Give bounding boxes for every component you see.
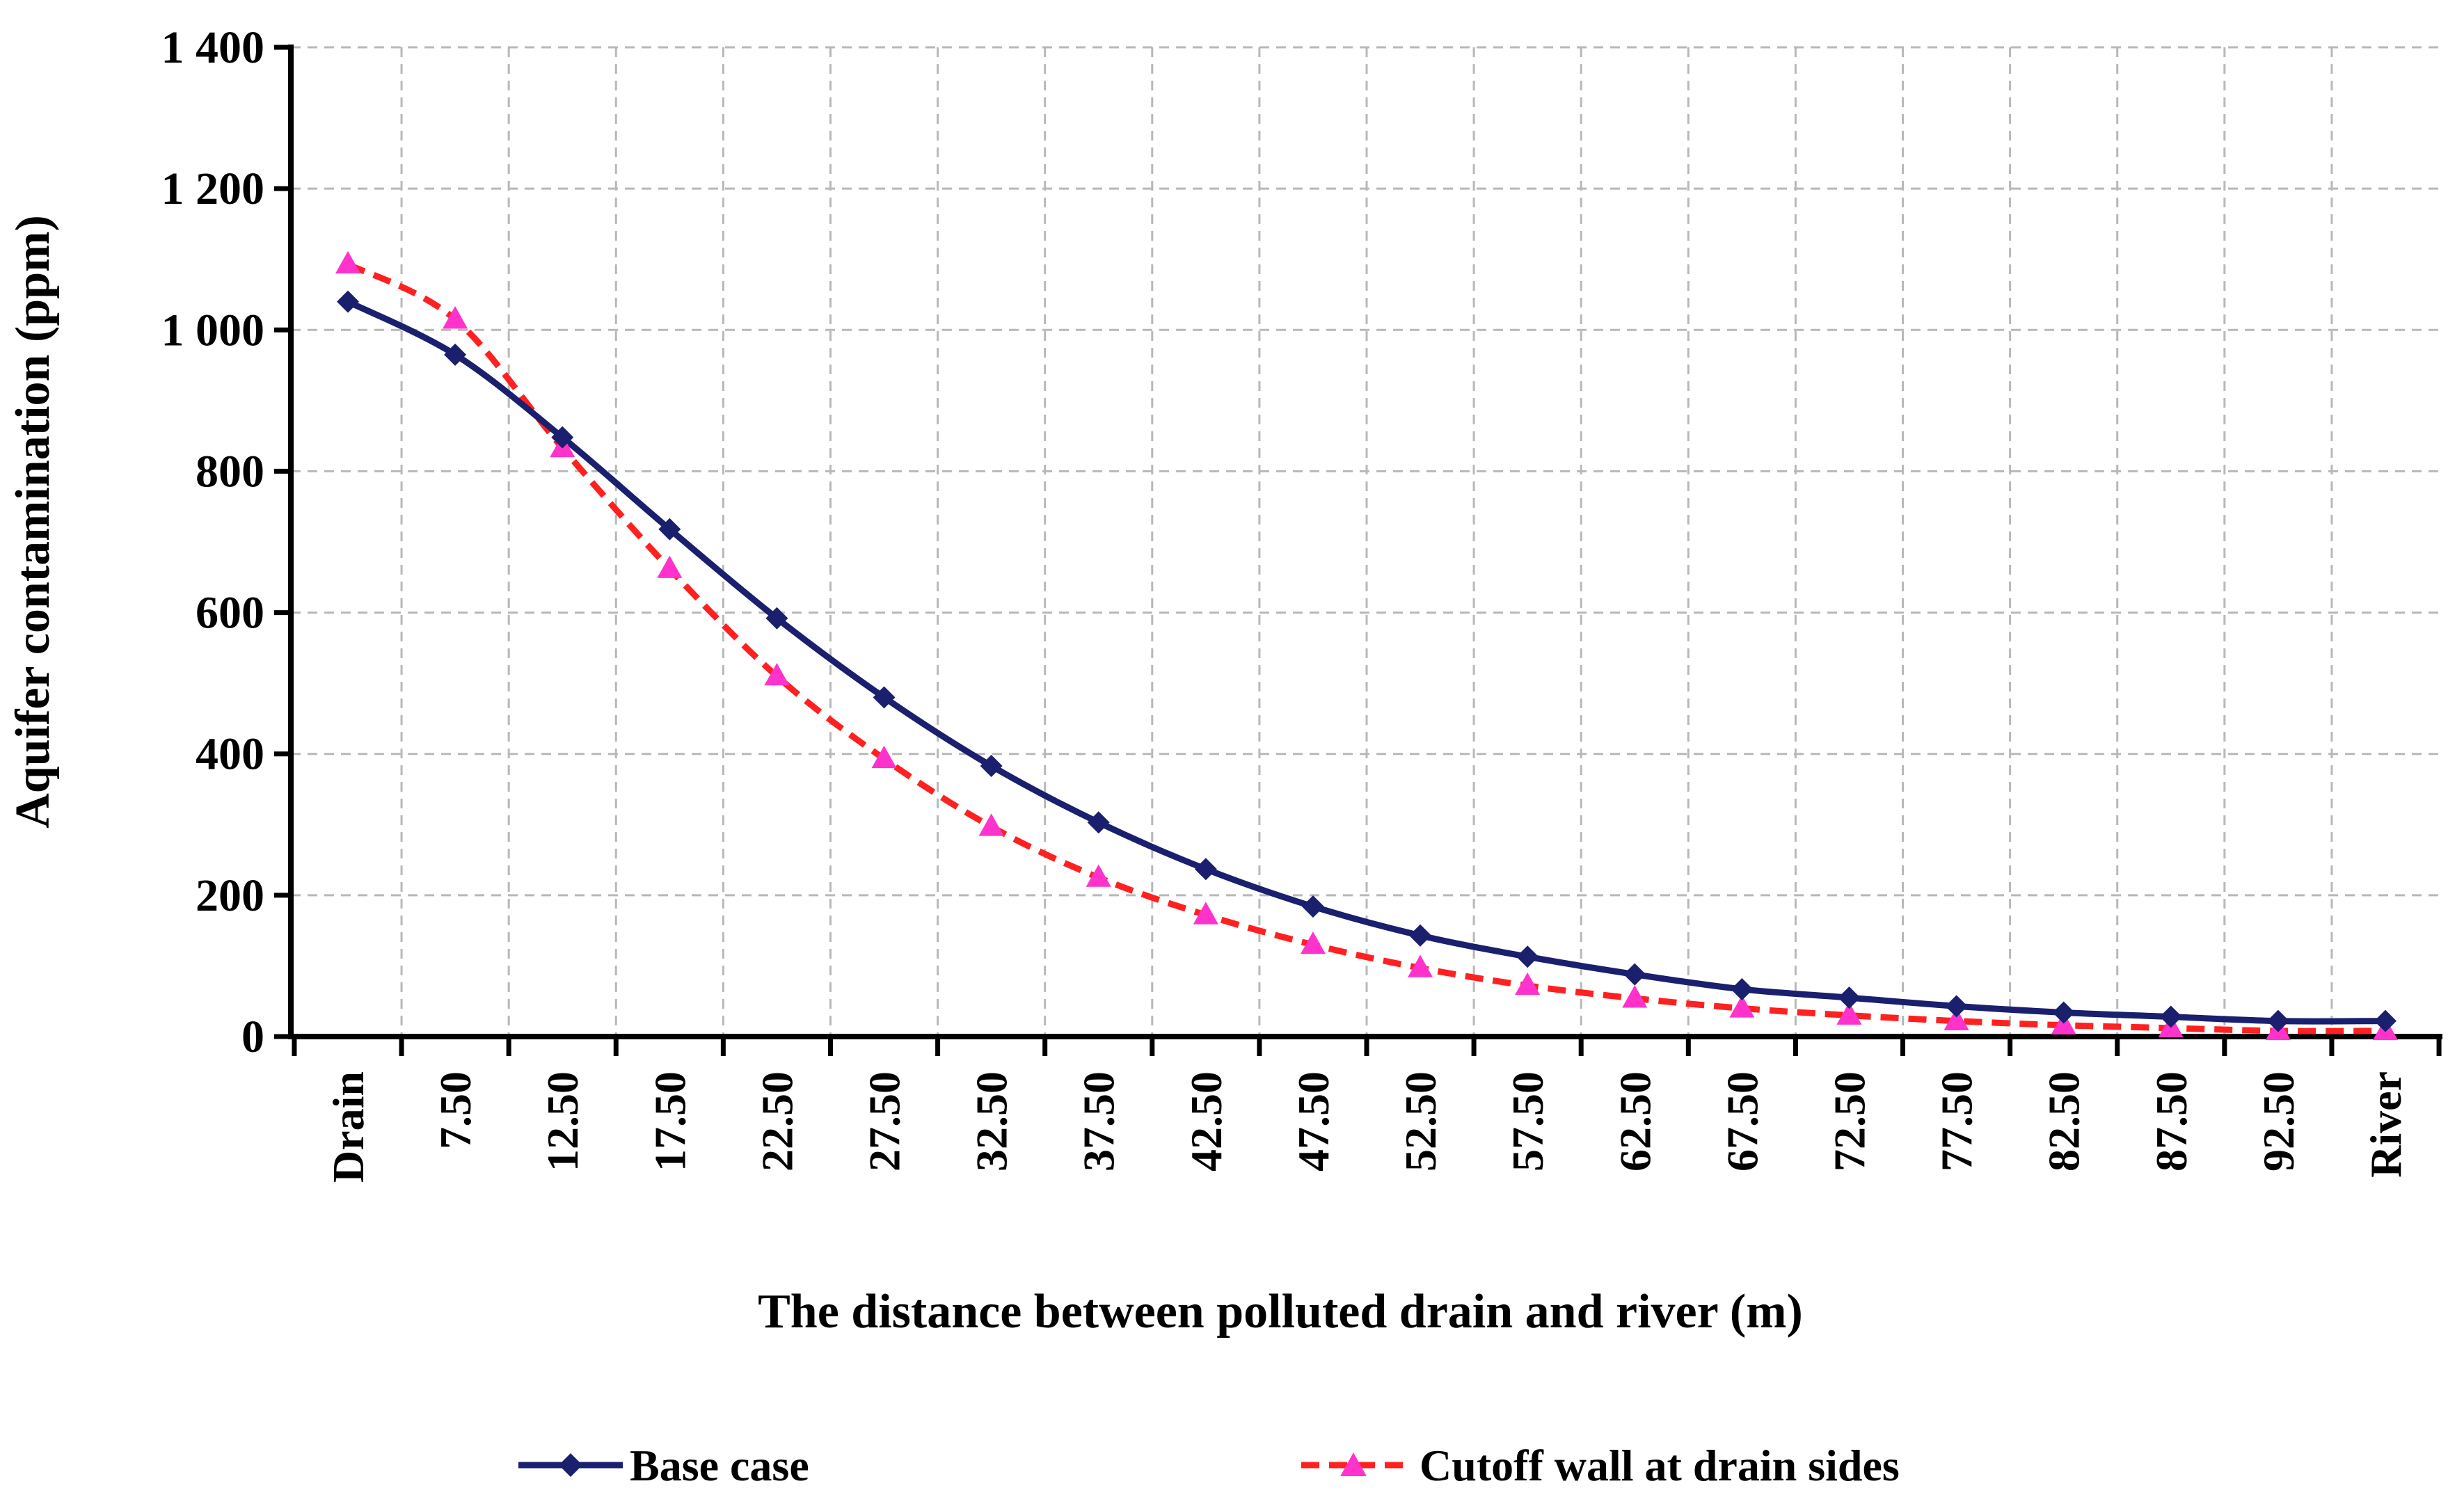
legend-marker-base-case — [559, 1453, 582, 1477]
data-point-cutoff-wall — [1193, 902, 1218, 925]
data-point-base-case — [1087, 811, 1110, 834]
data-point-cutoff-wall — [335, 250, 361, 274]
data-point-base-case — [1409, 924, 1432, 947]
legend-label-base-case: Base case — [630, 1441, 809, 1490]
y-tick-label: 600 — [196, 588, 264, 639]
x-tick-label: 57.50 — [1503, 1071, 1552, 1172]
legend-marker-cutoff-wall — [1340, 1453, 1367, 1476]
data-point-base-case — [765, 607, 788, 630]
data-point-cutoff-wall — [1300, 931, 1326, 954]
data-point-base-case — [658, 518, 681, 541]
grid — [291, 46, 2442, 1037]
data-point-base-case — [1623, 963, 1646, 986]
data-point-cutoff-wall — [764, 662, 790, 686]
data-point-base-case — [1945, 995, 1968, 1018]
data-point-cutoff-wall — [1086, 864, 1111, 887]
legend: Base case Cutoff wall at drain sides — [518, 1441, 1900, 1490]
data-point-base-case — [2052, 1001, 2075, 1024]
x-tick-label: 37.50 — [1074, 1071, 1124, 1172]
data-point-base-case — [1301, 895, 1324, 918]
data-point-cutoff-wall — [443, 306, 468, 329]
series-layer — [335, 250, 2399, 1041]
data-point-cutoff-wall — [871, 745, 897, 769]
y-tick-label: 1 000 — [161, 305, 265, 355]
series-line-base-case — [347, 298, 2386, 1025]
data-point-base-case — [1731, 977, 1754, 1000]
x-tick-label: 77.50 — [1932, 1071, 1982, 1172]
x-tick-label: River — [2361, 1071, 2410, 1178]
data-point-base-case — [1194, 858, 1217, 881]
data-point-base-case — [444, 343, 467, 366]
x-axis-ticks: Drain 7.50 12.50 17.50 22.50 27.50 32.50 37.50 4… — [292, 1037, 2442, 1183]
legend-item-base-case[interactable]: Base case — [518, 1441, 809, 1490]
data-point-base-case — [2266, 1009, 2289, 1032]
x-tick-label: 22.50 — [752, 1071, 802, 1172]
data-point-cutoff-wall — [1408, 954, 1433, 977]
x-tick-label: 72.50 — [1825, 1071, 1874, 1172]
data-point-base-case — [551, 426, 574, 449]
data-point-cutoff-wall — [657, 555, 683, 578]
y-tick-label: 800 — [196, 446, 264, 497]
data-point-base-case — [1516, 945, 1539, 968]
x-tick-label: 7.50 — [431, 1071, 480, 1149]
data-point-base-case — [873, 686, 896, 709]
data-point-cutoff-wall — [1729, 995, 1755, 1018]
y-tick-label: 400 — [196, 729, 264, 780]
data-point-base-case — [337, 290, 359, 313]
x-tick-label: 47.50 — [1289, 1071, 1338, 1172]
x-tick-label: 12.50 — [538, 1071, 587, 1172]
axes — [288, 45, 2442, 1039]
data-point-base-case — [1838, 986, 1861, 1009]
y-tick-label: 1 200 — [161, 163, 265, 214]
x-tick-label: 62.50 — [1610, 1071, 1660, 1172]
x-tick-label: 67.50 — [1717, 1071, 1767, 1172]
x-tick-label: 32.50 — [967, 1071, 1017, 1172]
data-point-base-case — [2159, 1005, 2182, 1028]
y-tick-label: 200 — [196, 870, 264, 921]
x-tick-label: Drain — [324, 1071, 373, 1183]
x-axis-title: The distance between polluted drain and … — [758, 1285, 1803, 1338]
data-point-cutoff-wall — [1515, 972, 1541, 996]
legend-label-cutoff-wall: Cutoff wall at drain sides — [1420, 1441, 1900, 1490]
x-tick-label: 87.50 — [2147, 1071, 2196, 1172]
x-tick-label: 52.50 — [1396, 1071, 1445, 1172]
data-point-base-case — [980, 754, 1003, 777]
x-tick-label: 17.50 — [645, 1071, 694, 1172]
x-tick-label: 92.50 — [2254, 1071, 2303, 1172]
legend-item-cutoff-wall[interactable]: Cutoff wall at drain sides — [1301, 1441, 1900, 1490]
data-point-cutoff-wall — [1622, 985, 1648, 1008]
y-tick-label: 0 — [241, 1012, 264, 1062]
data-point-cutoff-wall — [978, 813, 1004, 836]
data-point-base-case — [2374, 1009, 2397, 1032]
y-axis-title: Aquifer contamination (ppm) — [6, 215, 60, 829]
data-point-cutoff-wall — [1944, 1007, 1969, 1030]
y-tick-label: 1 400 — [161, 22, 265, 73]
data-point-cutoff-wall — [1836, 1002, 1862, 1025]
x-tick-label: 42.50 — [1182, 1071, 1231, 1172]
x-tick-label: 27.50 — [860, 1071, 909, 1172]
x-tick-label: 82.50 — [2040, 1071, 2089, 1172]
y-axis-ticks: 0 200 400 600 800 1 000 1 200 1 400 — [161, 22, 291, 1062]
